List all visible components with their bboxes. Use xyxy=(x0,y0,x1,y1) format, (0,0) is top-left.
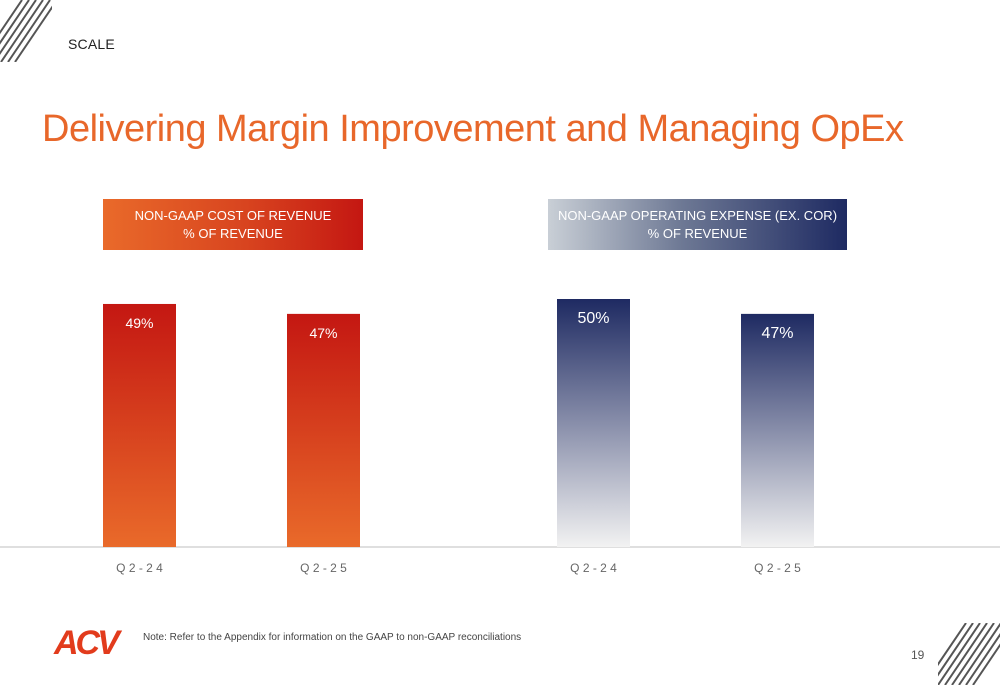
x-tick-label: Q 2 - 2 4 xyxy=(116,561,163,575)
page-number: 19 xyxy=(911,648,925,662)
bar-cost-of-revenue-q2-25 xyxy=(287,313,360,547)
chart-title-cost-of-revenue: NON-GAAP COST OF REVENUE xyxy=(134,207,332,223)
x-tick-label: Q 2 - 2 5 xyxy=(300,561,347,575)
chart-header-operating-expense: NON-GAAP OPERATING EXPENSE (EX. COR) % O… xyxy=(548,199,847,250)
hatch-decoration-top xyxy=(0,0,52,62)
bar-cost-of-revenue-q2-24 xyxy=(103,303,176,547)
chart-title-operating-expense: NON-GAAP OPERATING EXPENSE (EX. COR) xyxy=(557,207,838,223)
data-label: 47% xyxy=(761,325,793,342)
acv-logo: ACV xyxy=(53,624,124,660)
chart-header-cost-of-revenue: NON-GAAP COST OF REVENUE % OF REVENUE xyxy=(103,199,363,250)
section-label: SCALE xyxy=(68,36,115,52)
data-label: 50% xyxy=(577,310,609,327)
x-tick-label: Q 2 - 2 4 xyxy=(570,561,617,575)
footer-note: Note: Refer to the Appendix for informat… xyxy=(143,632,522,643)
bar-operating-expense-q2-25 xyxy=(741,313,814,547)
hatch-decoration-bottom xyxy=(938,623,1000,685)
x-tick-label: Q 2 - 2 5 xyxy=(754,561,801,575)
chart-subtitle-cost-of-revenue: % OF REVENUE xyxy=(183,225,283,241)
bar-operating-expense-q2-24 xyxy=(557,299,630,547)
data-label: 47% xyxy=(309,325,337,341)
data-label: 49% xyxy=(125,315,153,331)
page-title: Delivering Margin Improvement and Managi… xyxy=(42,108,904,150)
chart-subtitle-operating-expense: % OF REVENUE xyxy=(647,225,748,241)
acv-logo-text: ACV xyxy=(53,624,123,660)
